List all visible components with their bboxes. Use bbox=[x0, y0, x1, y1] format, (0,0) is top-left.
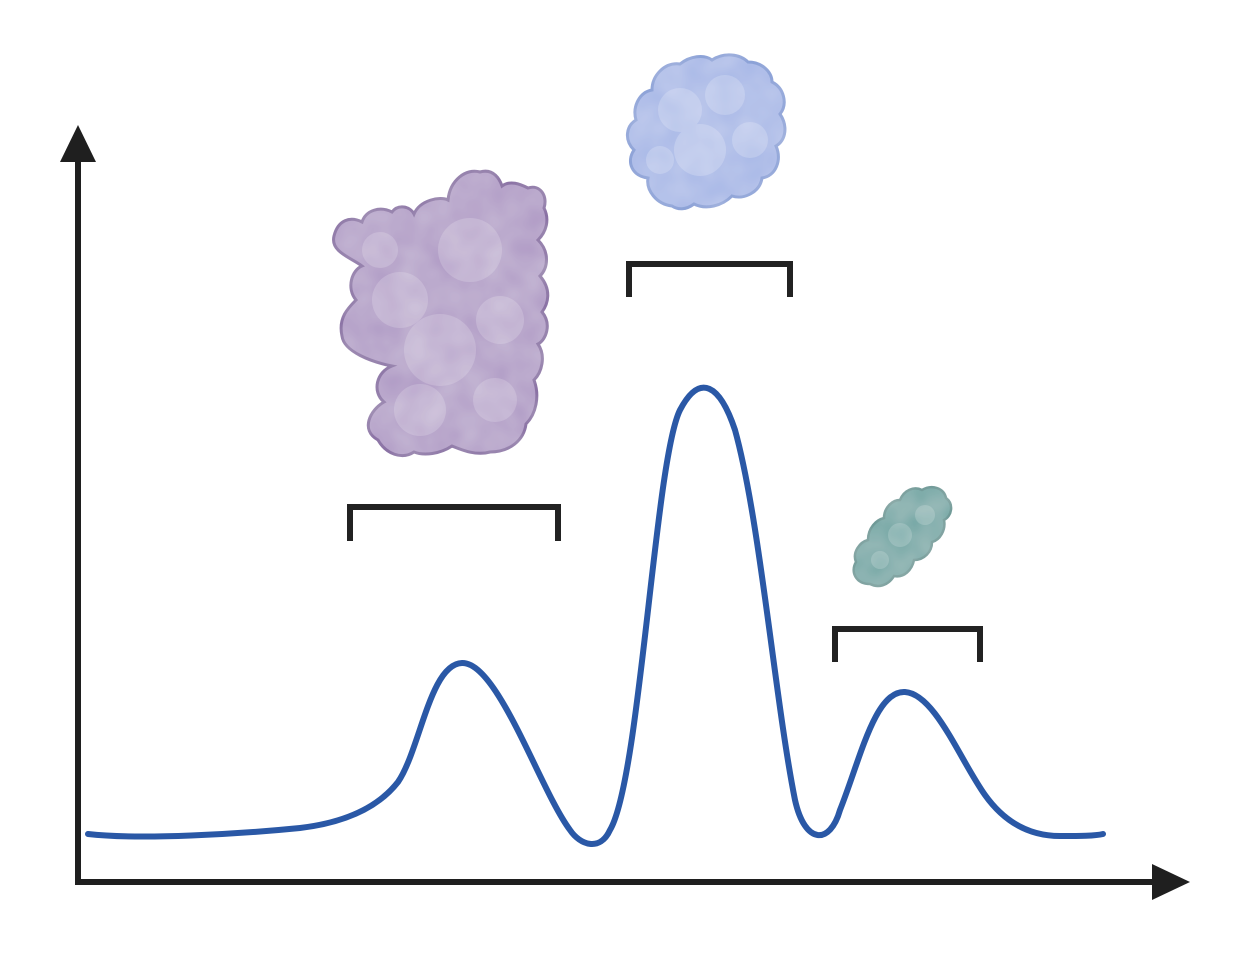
medium-protein-icon bbox=[626, 53, 787, 211]
fraction-bracket-1 bbox=[347, 504, 561, 541]
elution-trace bbox=[85, 384, 1106, 847]
y-axis-arrow-icon bbox=[60, 125, 96, 162]
small-protein-icon bbox=[852, 486, 953, 588]
fraction-bracket-3 bbox=[832, 626, 983, 662]
axes bbox=[60, 125, 1190, 900]
large-protein-icon bbox=[332, 169, 550, 457]
x-axis-arrow-icon bbox=[1152, 864, 1190, 900]
fraction-bracket-2 bbox=[626, 261, 793, 297]
